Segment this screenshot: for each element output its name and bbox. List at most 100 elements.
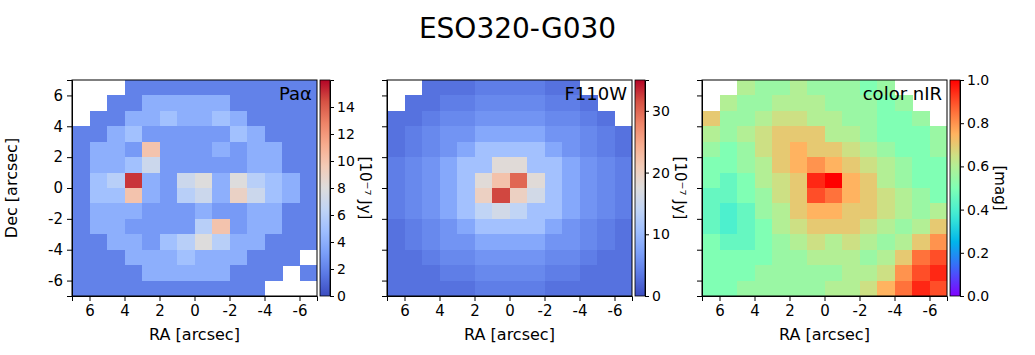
cell xyxy=(177,250,195,266)
colorbar-tick: 10 xyxy=(330,153,355,169)
x-tick-mark xyxy=(825,296,826,301)
cell xyxy=(282,234,300,250)
cell xyxy=(877,250,895,266)
colorbar-title: [mag] xyxy=(991,165,1009,210)
cell xyxy=(300,219,318,235)
cell xyxy=(72,126,90,142)
panel-label: Paα xyxy=(279,83,312,104)
cell xyxy=(772,203,790,219)
x-tick-mark xyxy=(195,296,196,301)
cell xyxy=(265,250,283,266)
cell xyxy=(457,142,475,158)
cell xyxy=(877,281,895,296)
cell xyxy=(212,265,230,281)
cell xyxy=(860,265,878,281)
cell xyxy=(877,173,895,189)
cell xyxy=(755,250,773,266)
cell xyxy=(597,265,615,281)
cell xyxy=(177,157,195,173)
cell xyxy=(422,111,440,127)
cell xyxy=(90,126,108,142)
cell xyxy=(737,281,755,296)
x-axis-line xyxy=(703,297,948,302)
colorbar-tick-label: 0.8 xyxy=(967,115,989,131)
cell xyxy=(860,142,878,158)
colorbar-tick: 10 xyxy=(645,226,670,242)
cell xyxy=(405,265,423,281)
x-tick-label: 6 xyxy=(715,302,725,320)
cell xyxy=(265,111,283,127)
cell xyxy=(230,111,248,127)
cell xyxy=(842,173,860,189)
cell xyxy=(877,265,895,281)
cell xyxy=(562,157,580,173)
cell xyxy=(195,95,213,111)
cell xyxy=(212,219,230,235)
y-tick: 4 xyxy=(53,118,72,136)
cell xyxy=(597,281,615,296)
y-tick xyxy=(697,219,702,220)
cell xyxy=(492,157,510,173)
cell xyxy=(195,234,213,250)
cell xyxy=(527,126,545,142)
cell xyxy=(72,203,90,219)
x-tick: 0 xyxy=(190,296,200,320)
cell xyxy=(230,219,248,235)
cell xyxy=(160,234,178,250)
cell xyxy=(807,250,825,266)
cell xyxy=(300,234,318,250)
y-tick-mark xyxy=(697,188,702,189)
cell xyxy=(125,234,143,250)
cell xyxy=(860,157,878,173)
cell xyxy=(282,188,300,204)
x-tick: -2 xyxy=(538,296,553,320)
x-tick: -2 xyxy=(223,296,238,320)
cell xyxy=(825,265,843,281)
cell xyxy=(842,219,860,235)
cell xyxy=(475,203,493,219)
cell xyxy=(405,173,423,189)
cell xyxy=(177,234,195,250)
y-tick: -2 xyxy=(48,210,72,228)
cell xyxy=(107,173,125,189)
cell xyxy=(125,173,143,189)
y-tick xyxy=(382,281,387,282)
cell xyxy=(825,219,843,235)
cell xyxy=(842,95,860,111)
y-tick-mark xyxy=(67,126,72,127)
cell xyxy=(492,234,510,250)
cell xyxy=(737,265,755,281)
x-tick-mark xyxy=(755,296,756,301)
cell xyxy=(615,203,633,219)
cell xyxy=(807,111,825,127)
cell xyxy=(912,173,930,189)
cell xyxy=(230,142,248,158)
cell xyxy=(212,203,230,219)
cell xyxy=(510,234,528,250)
x-tick: 2 xyxy=(155,296,165,320)
cell xyxy=(755,234,773,250)
cell xyxy=(387,111,405,127)
cell xyxy=(90,234,108,250)
cell xyxy=(405,157,423,173)
cell xyxy=(825,142,843,158)
cell xyxy=(597,188,615,204)
cell xyxy=(247,80,265,96)
cell xyxy=(405,219,423,235)
cell xyxy=(107,250,125,266)
cell xyxy=(230,173,248,189)
cell xyxy=(247,173,265,189)
cells xyxy=(702,80,947,296)
cell xyxy=(212,188,230,204)
cell xyxy=(90,265,108,281)
cell xyxy=(842,265,860,281)
cell xyxy=(230,265,248,281)
colorbar-tick-mark xyxy=(645,173,649,174)
y-axis xyxy=(382,81,388,297)
cell xyxy=(580,219,598,235)
cell xyxy=(772,80,790,96)
cell xyxy=(107,157,125,173)
y-tick-mark xyxy=(382,126,387,127)
y-tick-mark xyxy=(697,157,702,158)
cell xyxy=(142,157,160,173)
